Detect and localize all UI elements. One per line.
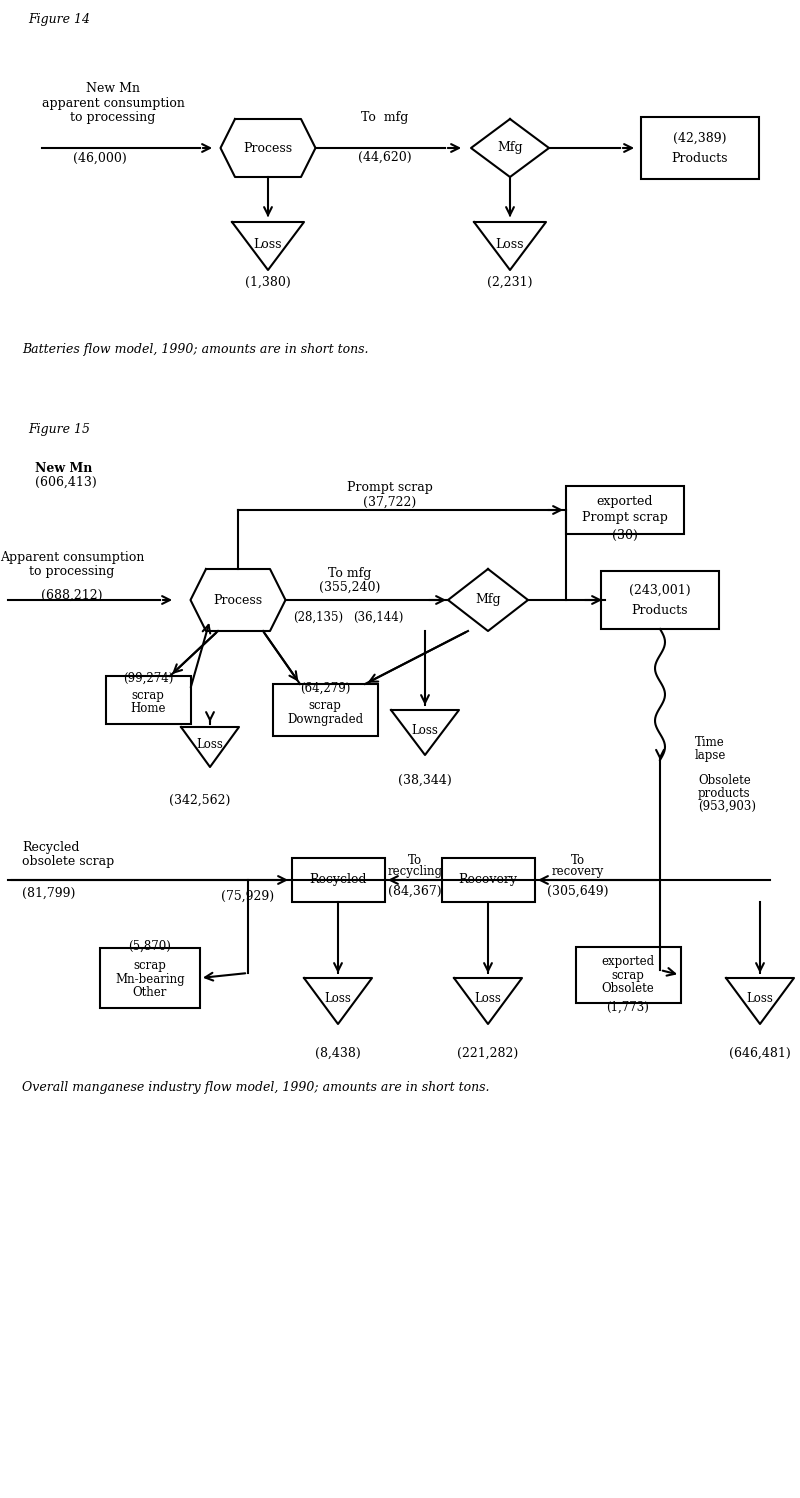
Text: (8,438): (8,438) xyxy=(315,1047,361,1059)
Text: to processing: to processing xyxy=(70,111,156,124)
Bar xyxy=(273,685,378,736)
Text: lapse: lapse xyxy=(695,749,726,761)
Text: Recycled: Recycled xyxy=(310,873,366,887)
Text: (1,773): (1,773) xyxy=(606,1001,650,1014)
Text: Overall manganese industry flow model, 1990; amounts are in short tons.: Overall manganese industry flow model, 1… xyxy=(22,1082,490,1095)
Text: (342,562): (342,562) xyxy=(170,794,230,806)
Text: (46,000): (46,000) xyxy=(73,151,127,165)
Text: exported: exported xyxy=(597,496,654,508)
Text: Figure 14: Figure 14 xyxy=(28,13,90,27)
Text: To: To xyxy=(571,854,585,866)
Text: (953,903): (953,903) xyxy=(698,800,756,812)
Polygon shape xyxy=(304,978,372,1025)
Text: scrap: scrap xyxy=(134,960,166,972)
Polygon shape xyxy=(471,118,549,177)
Text: scrap: scrap xyxy=(611,969,645,981)
Polygon shape xyxy=(474,222,546,270)
Text: Recovery: Recovery xyxy=(458,873,518,887)
Text: Obsolete: Obsolete xyxy=(602,983,654,996)
Text: Loss: Loss xyxy=(325,992,351,1005)
Bar xyxy=(442,858,534,902)
Polygon shape xyxy=(726,978,794,1025)
Text: exported: exported xyxy=(602,954,654,968)
Text: Loss: Loss xyxy=(197,739,223,752)
Text: (243,001): (243,001) xyxy=(629,584,691,596)
Text: (42,389): (42,389) xyxy=(674,132,726,144)
Text: To: To xyxy=(408,854,422,866)
Bar xyxy=(291,858,385,902)
Polygon shape xyxy=(221,118,315,177)
Polygon shape xyxy=(181,727,239,767)
Text: Loss: Loss xyxy=(496,238,524,250)
Bar xyxy=(641,117,759,178)
Text: apparent consumption: apparent consumption xyxy=(42,96,185,109)
Text: Home: Home xyxy=(130,701,166,715)
Text: To mfg: To mfg xyxy=(328,566,372,580)
Text: (355,240): (355,240) xyxy=(319,581,381,593)
Text: Batteries flow model, 1990; amounts are in short tons.: Batteries flow model, 1990; amounts are … xyxy=(22,343,369,357)
Text: obsolete scrap: obsolete scrap xyxy=(22,854,114,867)
Text: (305,649): (305,649) xyxy=(547,884,609,897)
Bar xyxy=(106,676,190,724)
Text: (37,722): (37,722) xyxy=(363,496,417,508)
Text: New Mn: New Mn xyxy=(35,461,92,475)
Text: New Mn: New Mn xyxy=(86,81,140,94)
Text: (75,929): (75,929) xyxy=(222,890,274,902)
Text: Downgraded: Downgraded xyxy=(287,713,363,725)
Text: Figure 15: Figure 15 xyxy=(28,424,90,436)
Text: (30): (30) xyxy=(612,529,638,541)
Text: recovery: recovery xyxy=(552,866,604,878)
Text: Obsolete: Obsolete xyxy=(698,773,750,786)
Text: Mn-bearing: Mn-bearing xyxy=(115,972,185,986)
Text: (44,620): (44,620) xyxy=(358,150,412,163)
Text: scrap: scrap xyxy=(131,689,165,701)
Text: Process: Process xyxy=(243,141,293,154)
Text: (28,135): (28,135) xyxy=(293,611,343,623)
Text: Apparent consumption: Apparent consumption xyxy=(0,551,144,565)
Text: Recycled: Recycled xyxy=(22,842,79,854)
Bar xyxy=(100,948,200,1008)
Text: (84,367): (84,367) xyxy=(388,884,442,897)
Text: (64,279): (64,279) xyxy=(300,682,350,695)
Text: Products: Products xyxy=(672,151,728,165)
Text: Loss: Loss xyxy=(254,238,282,250)
Polygon shape xyxy=(190,569,286,631)
Text: (99,274): (99,274) xyxy=(123,671,173,685)
Text: Process: Process xyxy=(214,593,262,607)
Polygon shape xyxy=(454,978,522,1025)
Polygon shape xyxy=(448,569,528,631)
Text: Loss: Loss xyxy=(474,992,502,1005)
Text: products: products xyxy=(698,786,750,800)
Text: Loss: Loss xyxy=(746,992,774,1005)
Text: Time: Time xyxy=(695,737,725,749)
Text: (221,282): (221,282) xyxy=(458,1047,518,1059)
Polygon shape xyxy=(232,222,304,270)
Text: Mfg: Mfg xyxy=(497,141,523,154)
Text: recycling: recycling xyxy=(387,866,442,878)
Text: (5,870): (5,870) xyxy=(129,939,171,953)
Text: (1,380): (1,380) xyxy=(245,276,291,289)
Polygon shape xyxy=(391,710,459,755)
Bar xyxy=(601,571,719,629)
Text: Loss: Loss xyxy=(411,724,438,737)
Bar xyxy=(566,485,684,533)
Text: (606,413): (606,413) xyxy=(35,475,97,488)
Text: (2,231): (2,231) xyxy=(487,276,533,289)
Bar xyxy=(575,947,681,1004)
Text: (36,144): (36,144) xyxy=(353,611,403,623)
Text: Prompt scrap: Prompt scrap xyxy=(582,511,668,523)
Text: (81,799): (81,799) xyxy=(22,887,75,899)
Text: (688,212): (688,212) xyxy=(42,589,102,602)
Text: To  mfg: To mfg xyxy=(362,111,409,124)
Text: Products: Products xyxy=(632,604,688,617)
Text: Other: Other xyxy=(133,986,167,999)
Text: Mfg: Mfg xyxy=(475,593,501,607)
Text: (646,481): (646,481) xyxy=(729,1047,791,1059)
Text: Prompt scrap: Prompt scrap xyxy=(347,481,433,493)
Text: to processing: to processing xyxy=(30,566,114,578)
Text: (38,344): (38,344) xyxy=(398,773,452,786)
Text: scrap: scrap xyxy=(309,698,342,712)
